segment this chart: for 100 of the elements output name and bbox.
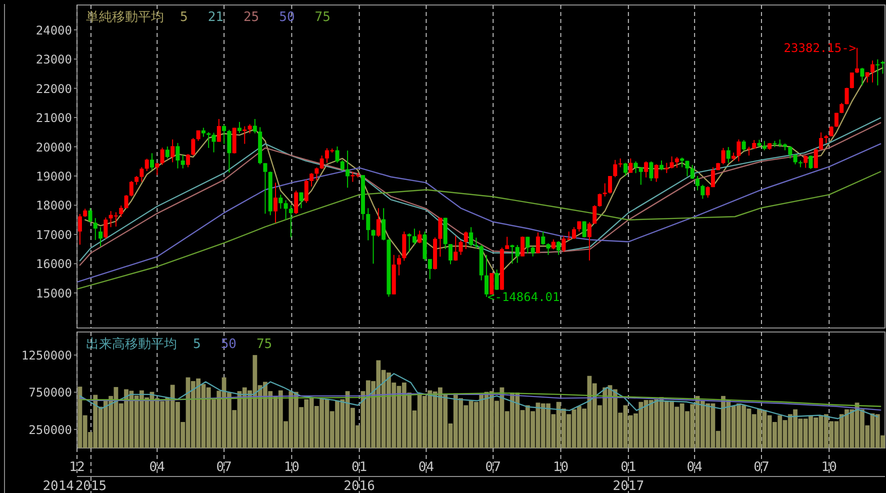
candlestick xyxy=(366,208,370,241)
candlestick xyxy=(613,159,618,178)
candlestick xyxy=(144,158,149,172)
candlestick xyxy=(515,244,520,264)
annotation: <-14864.01 xyxy=(488,290,560,304)
candlestick xyxy=(227,129,232,173)
x-tick-label: 10 xyxy=(552,460,569,475)
candlestick xyxy=(191,138,196,156)
y-tick-label: 16000 xyxy=(36,257,72,272)
candlestick xyxy=(310,172,314,188)
candlestick xyxy=(536,232,540,254)
x2-tick-label: 2017 xyxy=(612,479,644,493)
candlestick xyxy=(634,160,638,174)
candlestick xyxy=(160,147,164,166)
x-tick-label: 04 xyxy=(686,460,702,475)
candlestick xyxy=(726,146,730,164)
candlestick xyxy=(680,157,684,168)
x2-tick-label: 2015 xyxy=(75,479,107,493)
candlestick xyxy=(541,231,546,246)
x-tick-label: 12 xyxy=(69,460,85,475)
candlestick xyxy=(685,160,690,177)
candlestick xyxy=(628,158,633,174)
candlestick xyxy=(418,230,422,244)
y-tick-label: 24000 xyxy=(36,23,72,38)
candlestick xyxy=(860,67,864,86)
candlestick xyxy=(505,236,510,250)
candlestick xyxy=(124,194,128,209)
candlestick xyxy=(294,190,298,214)
legend-title: 単純移動平均 xyxy=(86,10,164,25)
candlestick xyxy=(819,132,824,150)
candlestick xyxy=(644,160,648,178)
legend: 25 xyxy=(243,10,260,25)
candlestick xyxy=(526,236,530,254)
candlestick xyxy=(870,60,874,83)
candlestick xyxy=(592,204,597,224)
candlestick xyxy=(402,231,406,262)
candlestick xyxy=(659,160,664,171)
x-tick-label: 01 xyxy=(352,460,368,475)
candlestick xyxy=(346,150,350,188)
candlestick xyxy=(93,218,98,241)
candlestick xyxy=(216,118,221,142)
candlestick xyxy=(274,182,278,224)
x2-tick-label: 2016 xyxy=(344,479,375,493)
candlestick xyxy=(206,132,211,148)
candlestick xyxy=(762,140,766,151)
x-tick-label: 04 xyxy=(149,460,165,475)
candlestick xyxy=(170,138,175,163)
candlestick xyxy=(464,231,468,250)
candlestick xyxy=(263,162,268,214)
candlestick xyxy=(186,154,190,168)
legend: 21 xyxy=(208,10,224,25)
candlestick xyxy=(834,112,838,128)
annotation: 23382.15-> xyxy=(784,40,856,55)
candlestick xyxy=(458,240,463,256)
candlestick xyxy=(438,217,442,258)
candlestick xyxy=(407,232,412,252)
y-tick-label: 1250000 xyxy=(21,348,72,363)
candlestick xyxy=(674,156,679,168)
y-tick-label: 21000 xyxy=(36,111,72,126)
candlestick xyxy=(844,87,849,105)
x-tick-label: 10 xyxy=(284,460,300,475)
candlestick xyxy=(654,164,658,182)
candlestick xyxy=(150,152,154,171)
candlestick xyxy=(165,146,170,159)
candlestick xyxy=(494,269,499,290)
legend: 75 xyxy=(256,337,272,352)
candlestick xyxy=(454,235,458,262)
candlestick xyxy=(104,217,108,240)
y-tick-label: 22000 xyxy=(36,82,72,96)
candlestick xyxy=(299,192,304,209)
legend: 5 xyxy=(193,337,201,352)
candlestick xyxy=(78,214,82,246)
candlestick xyxy=(710,166,715,188)
candlestick xyxy=(201,127,206,138)
candlestick xyxy=(880,60,885,74)
candlestick xyxy=(98,226,103,247)
candlestick xyxy=(176,142,180,169)
candlestick xyxy=(340,160,344,171)
candlestick xyxy=(320,155,324,170)
candlestick xyxy=(556,240,561,256)
candlestick xyxy=(876,58,880,86)
y-tick-label: 17000 xyxy=(36,228,72,242)
x-tick-label: 07 xyxy=(485,460,501,475)
candlestick xyxy=(382,208,386,241)
candlestick xyxy=(736,138,741,162)
candlestick xyxy=(469,226,474,247)
legend-title: 出来高移動平均 xyxy=(86,336,177,352)
candlestick xyxy=(804,155,808,168)
candlestick xyxy=(690,164,694,180)
y-tick-label: 750000 xyxy=(28,386,72,400)
candlestick xyxy=(278,194,283,210)
candlestick xyxy=(237,121,242,134)
candlestick xyxy=(582,220,586,238)
candlestick xyxy=(623,162,628,176)
y-tick-label: 19000 xyxy=(36,170,72,184)
legend: 75 xyxy=(314,10,330,25)
x-tick-label: 04 xyxy=(418,460,434,475)
x-tick-label: 07 xyxy=(754,460,770,475)
candlestick xyxy=(700,184,705,200)
candlestick xyxy=(855,47,860,74)
